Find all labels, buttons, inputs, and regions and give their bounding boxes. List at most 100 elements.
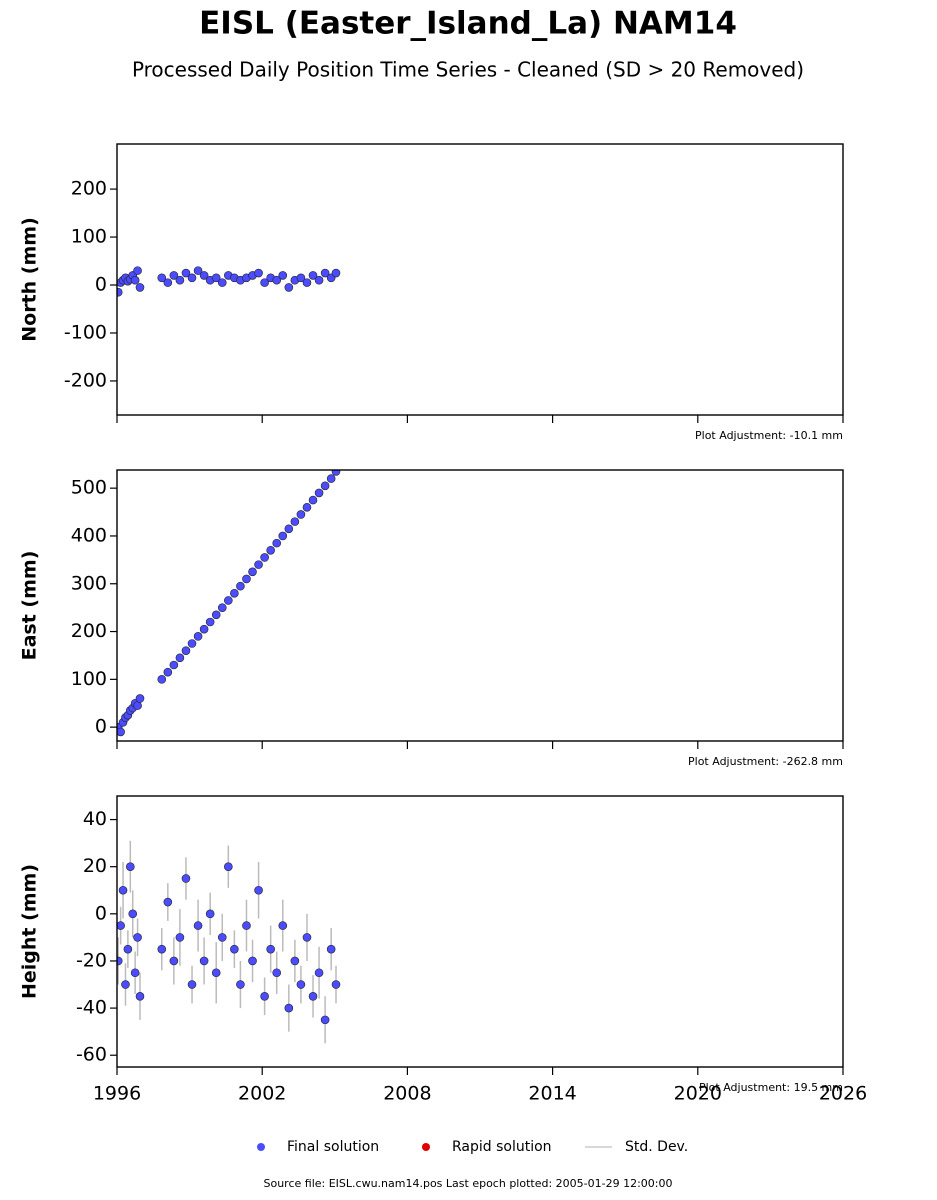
legend-label: Rapid solution: [452, 1139, 552, 1155]
point: [278, 271, 288, 280]
annotation: Plot Adjustment: 19.5 mm: [699, 1081, 843, 1094]
point: [266, 545, 275, 555]
point: [302, 502, 312, 512]
point: [248, 956, 257, 966]
y-tick-label: 100: [71, 668, 107, 690]
point: [224, 596, 233, 605]
y-tick-label: -100: [64, 321, 107, 343]
annotation: Plot Adjustment: -10.1 mm: [695, 429, 843, 442]
point: [187, 980, 197, 989]
point: [181, 646, 191, 655]
legend-label: Std. Dev.: [625, 1139, 688, 1155]
point: [308, 495, 318, 505]
y-axis-label: North (mm): [19, 217, 41, 342]
point: [163, 897, 173, 907]
y-tick-label: -20: [76, 949, 107, 971]
x-tick-label: 2014: [528, 1083, 576, 1105]
y-tick-label: 0: [95, 902, 107, 924]
point: [126, 862, 135, 871]
point: [123, 944, 133, 954]
point: [320, 1015, 330, 1025]
y-tick-label: -40: [76, 997, 107, 1019]
point: [130, 968, 140, 978]
point: [117, 956, 123, 966]
legend-marker: [422, 1143, 430, 1151]
point: [199, 271, 209, 280]
point: [133, 701, 142, 710]
point: [117, 727, 125, 737]
point: [331, 268, 341, 278]
x-tick-label: 2002: [238, 1083, 286, 1105]
point: [260, 992, 269, 1001]
point: [169, 956, 179, 966]
point: [211, 968, 221, 978]
point: [133, 933, 142, 942]
plot-frame: [116, 795, 844, 1068]
point: [193, 266, 203, 275]
point: [254, 885, 263, 895]
point: [130, 275, 140, 285]
y-tick-label: 100: [71, 226, 107, 248]
point: [230, 589, 239, 598]
point: [211, 610, 221, 620]
point: [272, 275, 282, 285]
x-tick-label: 2008: [383, 1083, 431, 1105]
point: [248, 567, 257, 577]
point: [157, 273, 167, 283]
point: [320, 268, 330, 278]
y-tick-label: 200: [71, 620, 107, 642]
point: [199, 624, 209, 634]
point: [314, 488, 324, 498]
point: [326, 944, 336, 954]
point: [169, 271, 179, 280]
point: [284, 283, 294, 292]
y-tick-label: 300: [71, 572, 107, 594]
y-tick-label: 20: [83, 855, 107, 877]
point: [121, 980, 130, 989]
point: [211, 273, 221, 283]
point: [331, 470, 341, 476]
point: [296, 273, 306, 283]
point: [266, 944, 275, 954]
point: [181, 874, 191, 883]
point: [272, 968, 282, 978]
point: [260, 553, 269, 562]
point: [193, 632, 203, 641]
y-tick-label: -200: [64, 369, 107, 391]
y-tick-label: 400: [71, 524, 107, 546]
point: [163, 278, 173, 287]
point: [242, 574, 251, 584]
point: [284, 1003, 294, 1013]
panel: -60 -40 -20 0 20 40 1996 2002 2008 2014 2020 2026 He…: [19, 795, 867, 1105]
point: [236, 581, 245, 591]
legend-label: Final solution: [287, 1139, 379, 1155]
point: [320, 481, 330, 491]
marks: [117, 840, 341, 1044]
point: [157, 944, 167, 954]
point: [314, 275, 324, 285]
footer: Source file: EISL.cwu.nam14.pos Last epo…: [264, 1177, 673, 1190]
title: EISL (Easter_Island_La) NAM14: [199, 6, 737, 42]
y-axis-label: Height (mm): [19, 864, 41, 999]
point: [296, 980, 306, 989]
plot-frame: [116, 469, 844, 742]
point: [302, 933, 312, 942]
point: [242, 921, 251, 930]
marks: [117, 266, 341, 297]
point: [224, 862, 233, 871]
point: [169, 660, 179, 670]
point: [284, 524, 294, 534]
point: [230, 944, 239, 954]
point: [290, 517, 300, 526]
point: [254, 560, 263, 569]
point: [290, 956, 300, 966]
point: [117, 921, 125, 930]
marks: [117, 470, 341, 737]
point: [260, 278, 269, 287]
y-tick-label: 0: [95, 274, 107, 296]
y-tick-label: 200: [71, 178, 107, 200]
point: [205, 909, 215, 919]
point: [278, 921, 288, 930]
x-tick-label: 2026: [819, 1083, 867, 1105]
